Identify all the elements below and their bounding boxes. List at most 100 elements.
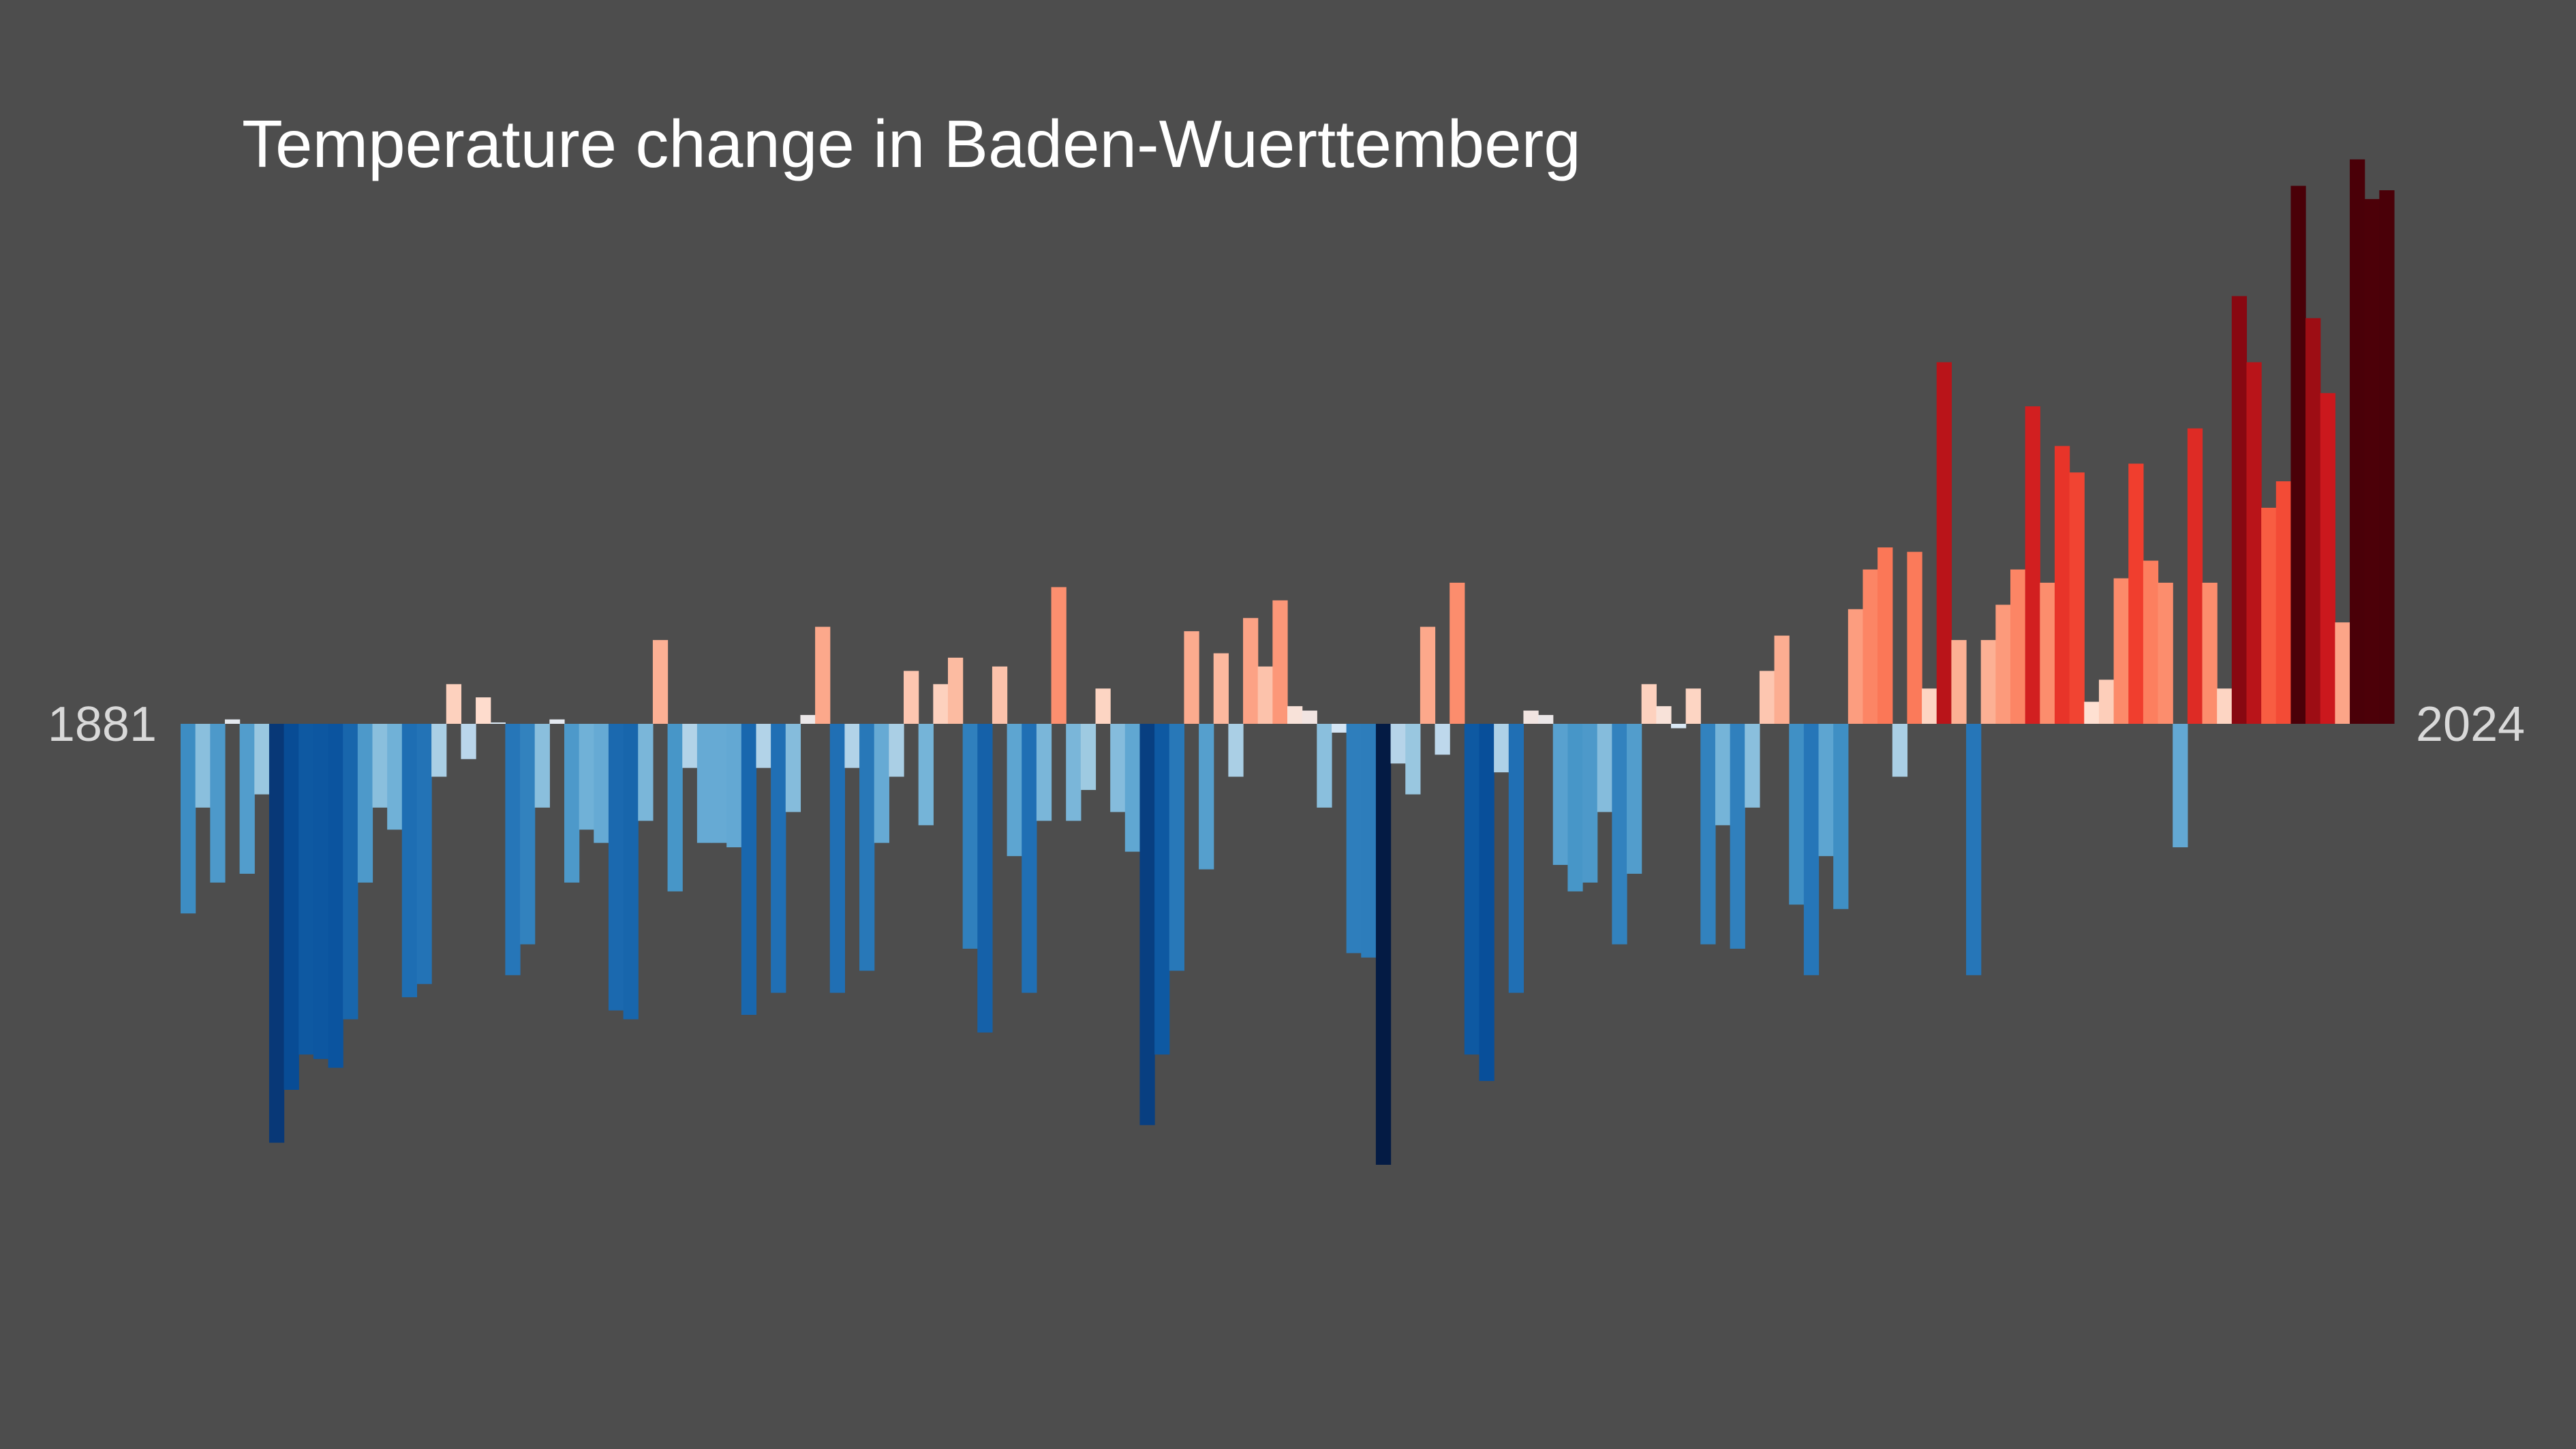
bar-1912 — [638, 724, 654, 821]
bar-1980 — [1641, 684, 1657, 724]
bar-1975 — [1567, 724, 1583, 891]
bar-1927 — [859, 724, 875, 971]
bar-1892 — [343, 724, 358, 1020]
bar-2017 — [2187, 428, 2203, 724]
bar-2002 — [1966, 724, 1982, 975]
bar-1921 — [771, 724, 786, 993]
bar-1939 — [1036, 724, 1052, 821]
bar-1968 — [1464, 724, 1480, 1055]
bar-1901 — [476, 697, 491, 724]
chart-title: Temperature change in Baden-Wuerttemberg — [242, 106, 1581, 181]
bar-1959 — [1331, 724, 1347, 733]
bar-1930 — [904, 671, 919, 724]
bar-1888 — [283, 724, 299, 1090]
bar-1966 — [1435, 724, 1450, 755]
bar-1904 — [520, 724, 536, 945]
bar-1994 — [1847, 609, 1864, 724]
bar-1951 — [1213, 653, 1229, 724]
bar-2019 — [2217, 688, 2233, 724]
bar-1926 — [844, 724, 860, 768]
bar-1887 — [269, 724, 285, 1143]
bar-1958 — [1317, 724, 1332, 808]
bar-2008 — [2054, 446, 2070, 724]
bar-1900 — [461, 724, 476, 759]
bar-1993 — [1833, 724, 1849, 909]
bar-1919 — [741, 724, 757, 1016]
bar-1991 — [1803, 724, 1820, 975]
bar-2009 — [2069, 472, 2085, 724]
bar-1934 — [962, 724, 978, 949]
bar-1992 — [1818, 724, 1834, 857]
bar-1896 — [401, 724, 418, 998]
bar-1903 — [505, 724, 521, 975]
bar-1928 — [874, 724, 889, 843]
bar-1913 — [652, 640, 669, 724]
bar-1983 — [1685, 688, 1701, 724]
bar-2026 — [2320, 393, 2335, 724]
bar-2020 — [2231, 296, 2248, 724]
bar-1988 — [1759, 671, 1775, 724]
bar-2015 — [2158, 582, 2173, 724]
bar-2022 — [2261, 507, 2277, 724]
bar-1936 — [992, 666, 1008, 724]
bar-2018 — [2202, 582, 2218, 724]
bar-1960 — [1346, 724, 1362, 954]
bar-1982 — [1670, 724, 1687, 729]
bar-2011 — [2098, 680, 2115, 724]
bar-1897 — [416, 724, 432, 984]
bar-1954 — [1257, 666, 1273, 724]
bar-1902 — [490, 722, 506, 724]
start-year-label: 1881 — [48, 697, 157, 752]
bar-2027 — [2335, 622, 2350, 724]
bar-1906 — [549, 719, 565, 724]
bar-1945 — [1124, 724, 1141, 852]
bar-1949 — [1184, 631, 1199, 724]
bar-1987 — [1745, 724, 1760, 808]
bar-1917 — [711, 724, 727, 843]
bar-1995 — [1862, 569, 1878, 724]
bar-1981 — [1656, 706, 1672, 724]
bar-1996 — [1877, 547, 1893, 724]
bar-1937 — [1007, 724, 1022, 857]
bar-2006 — [2025, 406, 2040, 724]
bar-2003 — [1980, 640, 1996, 724]
bar-1889 — [298, 724, 314, 1055]
bar-2024 — [2290, 185, 2306, 724]
bar-1895 — [387, 724, 403, 830]
bar-1946 — [1139, 724, 1155, 1125]
bar-2021 — [2246, 362, 2262, 724]
bar-1908 — [579, 724, 594, 830]
bar-1886 — [254, 724, 270, 795]
bar-2029 — [2364, 199, 2380, 724]
bar-2004 — [1995, 605, 2011, 724]
bar-1924 — [815, 626, 831, 724]
bar-1974 — [1552, 724, 1569, 866]
bar-2023 — [2275, 481, 2292, 724]
bar-1882 — [195, 724, 211, 808]
bar-2010 — [2084, 701, 2100, 724]
bar-1920 — [756, 724, 771, 768]
bar-1997 — [1892, 724, 1908, 777]
bar-2016 — [2173, 724, 2188, 848]
bar-1965 — [1420, 626, 1436, 724]
bar-1932 — [933, 684, 949, 724]
bar-1911 — [623, 724, 639, 1020]
bar-1967 — [1450, 582, 1465, 724]
bar-1962 — [1375, 724, 1392, 1165]
bar-1956 — [1287, 706, 1303, 724]
bar-1989 — [1774, 635, 1790, 724]
bar-1999 — [1922, 688, 1937, 724]
bar-1948 — [1169, 724, 1185, 971]
bar-2012 — [2113, 578, 2129, 724]
bar-1978 — [1612, 724, 1627, 945]
bar-1943 — [1095, 688, 1111, 724]
bar-1883 — [210, 724, 226, 883]
bar-1950 — [1199, 724, 1214, 870]
bar-1884 — [224, 719, 241, 724]
bar-1905 — [534, 724, 550, 808]
bar-1914 — [667, 724, 683, 891]
bar-2013 — [2128, 463, 2144, 724]
bar-1984 — [1700, 724, 1716, 945]
bar-1935 — [977, 724, 993, 1033]
